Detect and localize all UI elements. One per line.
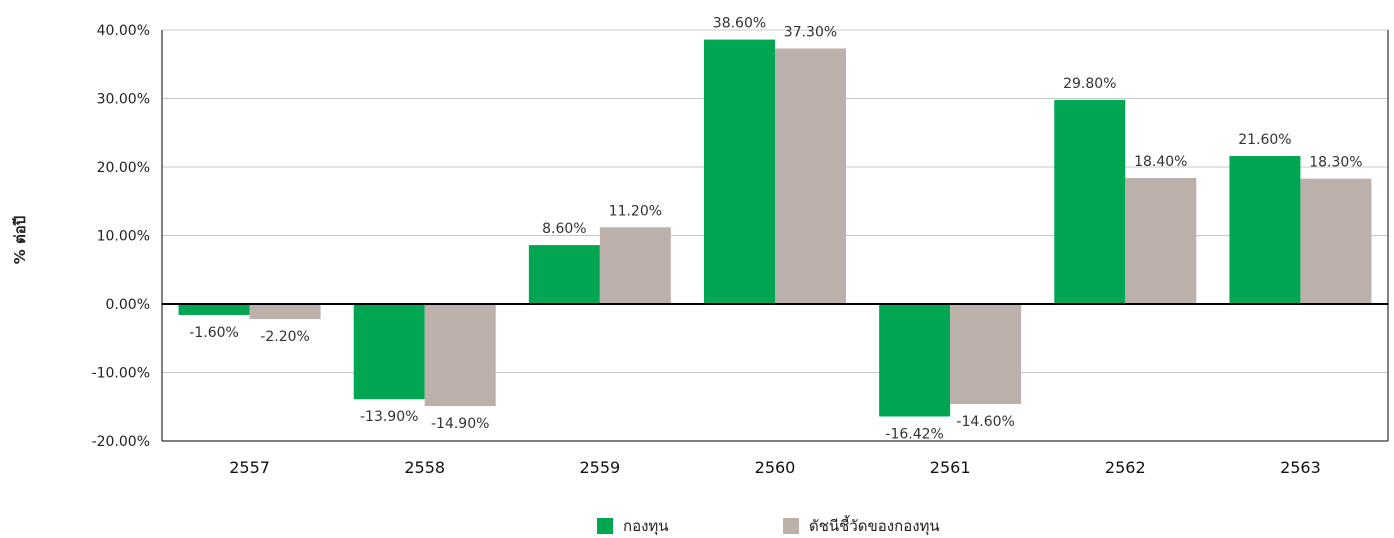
x-tick-label: 2562 [1105,458,1146,477]
x-tick-label: 2560 [755,458,796,477]
data-label: 11.20% [609,203,662,219]
bar [879,304,951,417]
bar [775,48,846,305]
x-tick-label: 2563 [1280,458,1321,477]
legend-swatch-benchmark [783,518,799,534]
data-label: -14.90% [431,416,489,432]
data-label: -13.90% [360,409,418,425]
bar [1300,178,1372,304]
bar [528,245,600,304]
bar [704,39,775,305]
y-tick-label: 0.00% [106,297,150,313]
data-label: -1.60% [189,325,239,341]
data-label: 18.30% [1309,155,1362,171]
data-label: 29.80% [1063,76,1116,92]
bars [178,39,1372,417]
bar [599,227,671,304]
legend-item-fund: กองทุน [597,514,669,538]
bar [1125,177,1197,304]
bar [950,304,1022,405]
axes [161,30,1389,442]
data-label: 21.60% [1238,132,1291,148]
bar [178,304,250,315]
data-label: 18.40% [1134,154,1187,170]
data-label: 37.30% [784,24,837,40]
x-tick-labels: 2557 2558 2559 2560 2561 2562 2563 [229,458,1321,477]
bar [1054,99,1126,305]
data-label: 8.60% [542,221,586,237]
legend-label-fund: กองทุน [623,517,669,535]
data-label: -14.60% [956,414,1014,430]
bar [249,304,321,320]
bar-chart: -20.00% -10.00% 0.00% 10.00% 20.00% 30.00% 40.… [11,16,1389,477]
bar [424,304,496,407]
y-tick-label: 20.00% [97,160,150,176]
bar [353,304,425,400]
data-labels: -1.60% -2.20% -13.90% -14.90% 8.60% 11.20% 38.… [189,16,1362,443]
y-axis-label: % ต่อปี [11,216,29,265]
data-label: 38.60% [713,16,766,32]
data-label: -2.20% [260,329,310,345]
x-tick-label: 2559 [579,458,620,477]
legend-swatch-fund [597,518,613,534]
y-tick-label: 30.00% [97,92,150,108]
y-tick-label: 10.00% [97,229,150,245]
y-tick-labels: -20.00% -10.00% 0.00% 10.00% 20.00% 30.00% 40.… [92,23,150,450]
y-tick-label: -10.00% [92,366,150,382]
legend-item-benchmark: ดัชนีชี้วัดของกองทุน [783,514,940,538]
y-tick-label: -20.00% [92,434,150,450]
x-tick-label: 2558 [404,458,445,477]
data-label: -16.42% [885,426,943,442]
bar [1229,156,1301,304]
y-tick-label: 40.00% [97,23,150,39]
legend: กองทุน ดัชนีชี้วัดของกองทุน [0,514,1394,536]
x-tick-label: 2557 [229,458,270,477]
x-tick-label: 2561 [930,458,971,477]
legend-label-benchmark: ดัชนีชี้วัดของกองทุน [809,517,940,535]
